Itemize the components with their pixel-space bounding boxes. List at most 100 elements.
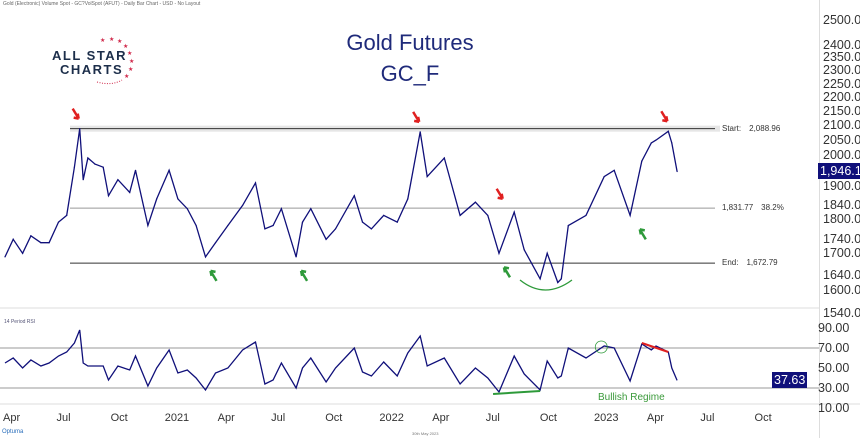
price-point: [264, 228, 266, 230]
rsi-tick-label: 70.00: [818, 341, 850, 355]
svg-text:★: ★: [100, 37, 105, 44]
price-tick-label: 2400.0: [823, 37, 860, 52]
red-arrow-icon: [660, 110, 669, 123]
price-point: [254, 182, 257, 184]
level-text: 1,831.77: [722, 203, 754, 213]
red-arrow-icon: [71, 108, 80, 120]
x-tick-label: 2021: [164, 412, 190, 424]
price-point: [204, 256, 207, 258]
price-tick-label: 2350.0: [823, 50, 860, 65]
price-point: [40, 242, 42, 244]
price-point: [66, 214, 68, 216]
price-point: [272, 224, 274, 227]
price-point: [87, 157, 89, 159]
price-point: [73, 166, 75, 168]
price-point: [560, 278, 562, 280]
price-point: [48, 242, 50, 244]
price-point: [426, 175, 428, 178]
price-point: [82, 179, 84, 181]
price-point: [361, 221, 364, 223]
svg-text:★: ★: [123, 43, 128, 50]
price-tick-label: 2100.0: [823, 118, 860, 133]
price-point: [419, 131, 421, 133]
current-price-badge: 1,946.1: [818, 163, 860, 179]
price-point: [129, 191, 131, 194]
svg-text:CHARTS: CHARTS: [60, 62, 123, 77]
price-point: [94, 163, 96, 165]
price-point: [107, 195, 110, 197]
rsi-title: 14 Period RSI: [4, 319, 36, 325]
price-point: [227, 224, 229, 227]
rsi-highlight-circle: [594, 340, 608, 354]
price-tick-label: 1640.0: [823, 268, 860, 283]
x-tick-label: 2022: [379, 412, 404, 424]
price-point: [79, 128, 81, 130]
all-star-charts-logo: ALL STAR CHARTS ★ ★ ★★★★★★: [52, 36, 134, 85]
price-tick-label: 2300.0: [823, 63, 860, 78]
x-tick-label: Jul: [700, 412, 715, 424]
price-point: [443, 157, 445, 159]
rounding-bottom-arc: [519, 279, 573, 291]
chart-header: Gold (Electronic) Volume Spot - GC?VolSp…: [3, 1, 201, 7]
x-tick-label: Apr: [217, 412, 235, 424]
rsi-tick-label: 50.00: [818, 361, 850, 375]
price-point: [353, 195, 355, 197]
level-label: Start: 2,088.96: [722, 124, 788, 133]
price-point: [523, 249, 525, 251]
price-point: [134, 169, 137, 171]
price-tick-label: 2050.0: [823, 133, 860, 148]
rsi-tick-label: 30.00: [818, 381, 850, 395]
price-point: [117, 179, 119, 181]
price-point: [195, 224, 197, 227]
x-tick-label: Apr: [3, 412, 21, 424]
level-label: Start:: [722, 123, 742, 133]
price-point: [168, 169, 170, 171]
level-text: 1,672.79: [746, 258, 778, 268]
svg-text:ALL STAR: ALL STAR: [52, 48, 127, 63]
price-point: [513, 211, 515, 213]
chart-subtitle: GC_F: [380, 61, 440, 86]
price-point: [30, 235, 32, 237]
svg-text:★: ★: [124, 73, 129, 80]
price-point: [22, 252, 24, 254]
level-label: 1,831.77 38.2%: [722, 203, 792, 212]
chart-title: Gold Futures: [346, 30, 474, 55]
price-tick-label: 1600.0: [823, 283, 860, 297]
price-point: [370, 228, 372, 230]
price-tick-label: 1540.0: [823, 306, 860, 321]
x-tick-label: Apr: [432, 412, 450, 424]
price-point: [650, 142, 652, 144]
price-point: [325, 238, 327, 240]
current-rsi-badge: 37.63: [772, 372, 808, 388]
price-point: [459, 214, 461, 216]
bullish-regime-label: Bullish Regime: [598, 392, 665, 403]
red-arrow-icon: [412, 111, 421, 124]
x-tick-label: Apr: [646, 412, 665, 424]
footer-date: 30th May 2023: [412, 431, 439, 436]
price-point: [295, 256, 297, 258]
svg-text:★: ★: [129, 58, 134, 65]
price-point: [546, 252, 548, 254]
optuma-brand: Optuma: [2, 429, 24, 435]
price-point: [57, 221, 60, 223]
price-tick-label: 1800.0: [823, 211, 860, 226]
x-tick-label: Jul: [485, 412, 500, 424]
price-point: [177, 198, 179, 200]
price-point: [539, 278, 541, 280]
green-arrow-icon: [209, 269, 218, 282]
price-point: [671, 142, 673, 144]
price-tick-label: 1840.0: [823, 198, 860, 213]
price-point: [641, 160, 643, 162]
price-point: [629, 214, 631, 216]
x-tick-label: Jul: [271, 412, 286, 424]
price-point: [214, 242, 217, 244]
x-tick-label: Oct: [110, 412, 128, 424]
svg-text:★: ★: [127, 50, 132, 57]
price-point: [603, 175, 605, 178]
price-point: [334, 228, 337, 230]
price-point: [4, 256, 6, 258]
x-tick-label: Oct: [754, 412, 772, 424]
price-tick-label: 2000.0: [823, 148, 860, 162]
price-point: [613, 169, 615, 171]
